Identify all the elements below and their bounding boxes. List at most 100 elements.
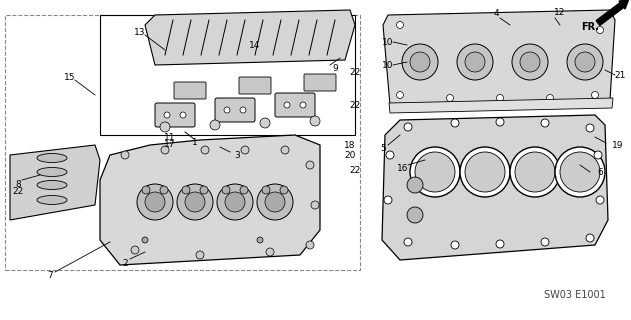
Circle shape: [200, 186, 208, 194]
Circle shape: [465, 152, 505, 192]
Text: 22: 22: [350, 68, 361, 76]
Text: 13: 13: [134, 28, 146, 36]
Circle shape: [451, 241, 459, 249]
Polygon shape: [383, 10, 615, 105]
Circle shape: [586, 124, 594, 132]
Circle shape: [512, 44, 548, 80]
Circle shape: [217, 184, 253, 220]
Circle shape: [451, 119, 459, 127]
Text: 2: 2: [122, 259, 128, 268]
Text: 11: 11: [164, 132, 176, 141]
Circle shape: [567, 44, 603, 80]
Polygon shape: [10, 145, 100, 220]
Circle shape: [384, 196, 392, 204]
Polygon shape: [389, 98, 613, 113]
Circle shape: [560, 152, 600, 192]
Circle shape: [386, 151, 394, 159]
Circle shape: [407, 207, 423, 223]
Circle shape: [404, 238, 412, 246]
Text: 22: 22: [350, 165, 361, 174]
Circle shape: [177, 184, 213, 220]
Circle shape: [180, 112, 186, 118]
Text: 22: 22: [350, 100, 361, 109]
Polygon shape: [100, 135, 320, 265]
Text: 19: 19: [612, 140, 624, 149]
Circle shape: [497, 94, 504, 101]
Circle shape: [555, 147, 605, 197]
Text: 10: 10: [382, 37, 394, 46]
Text: 8: 8: [15, 180, 21, 188]
Text: 3: 3: [234, 150, 240, 159]
Circle shape: [407, 177, 423, 193]
Text: 9: 9: [332, 63, 338, 73]
Circle shape: [396, 21, 403, 28]
Circle shape: [410, 147, 460, 197]
Circle shape: [281, 146, 289, 154]
Circle shape: [541, 119, 549, 127]
Text: SW03 E1001: SW03 E1001: [544, 290, 606, 300]
Circle shape: [265, 192, 285, 212]
FancyBboxPatch shape: [275, 93, 315, 117]
Circle shape: [210, 120, 220, 130]
Circle shape: [280, 186, 288, 194]
Circle shape: [121, 151, 129, 159]
Circle shape: [591, 92, 598, 99]
Circle shape: [520, 52, 540, 72]
FancyBboxPatch shape: [155, 103, 195, 127]
Circle shape: [201, 146, 209, 154]
Circle shape: [306, 241, 314, 249]
Circle shape: [266, 248, 274, 256]
Text: 1: 1: [192, 138, 198, 147]
Circle shape: [310, 116, 320, 126]
Circle shape: [510, 147, 560, 197]
Text: 20: 20: [345, 150, 356, 159]
Polygon shape: [145, 10, 355, 65]
FancyBboxPatch shape: [215, 98, 255, 122]
Circle shape: [596, 27, 603, 34]
Circle shape: [300, 102, 306, 108]
FancyArrow shape: [596, 0, 628, 25]
Text: 18: 18: [345, 140, 356, 149]
Circle shape: [161, 146, 169, 154]
Circle shape: [447, 94, 454, 101]
Polygon shape: [382, 115, 608, 260]
Circle shape: [160, 122, 170, 132]
Circle shape: [496, 240, 504, 248]
Ellipse shape: [37, 167, 67, 177]
Circle shape: [196, 251, 204, 259]
Circle shape: [262, 186, 270, 194]
Circle shape: [460, 147, 510, 197]
Ellipse shape: [37, 180, 67, 189]
Circle shape: [225, 192, 245, 212]
Circle shape: [586, 234, 594, 242]
Text: 7: 7: [47, 271, 53, 281]
Text: 4: 4: [493, 9, 499, 18]
Text: 12: 12: [554, 7, 565, 17]
FancyBboxPatch shape: [174, 82, 206, 99]
Circle shape: [596, 196, 604, 204]
Text: 14: 14: [249, 41, 261, 50]
Text: FR.: FR.: [581, 22, 599, 32]
Circle shape: [142, 186, 150, 194]
Text: 21: 21: [615, 70, 626, 79]
Circle shape: [222, 186, 230, 194]
Circle shape: [410, 52, 430, 72]
Circle shape: [257, 184, 293, 220]
Circle shape: [311, 201, 319, 209]
Text: 22: 22: [13, 187, 23, 196]
Circle shape: [404, 123, 412, 131]
Ellipse shape: [37, 196, 67, 204]
Circle shape: [185, 192, 205, 212]
Circle shape: [224, 107, 230, 113]
Text: 16: 16: [398, 164, 409, 172]
FancyBboxPatch shape: [239, 77, 271, 94]
Circle shape: [260, 118, 270, 128]
Circle shape: [457, 44, 493, 80]
Text: 10: 10: [382, 60, 394, 69]
Circle shape: [515, 152, 555, 192]
Circle shape: [145, 192, 165, 212]
Circle shape: [164, 112, 170, 118]
Circle shape: [142, 237, 148, 243]
Circle shape: [240, 186, 248, 194]
Circle shape: [541, 238, 549, 246]
